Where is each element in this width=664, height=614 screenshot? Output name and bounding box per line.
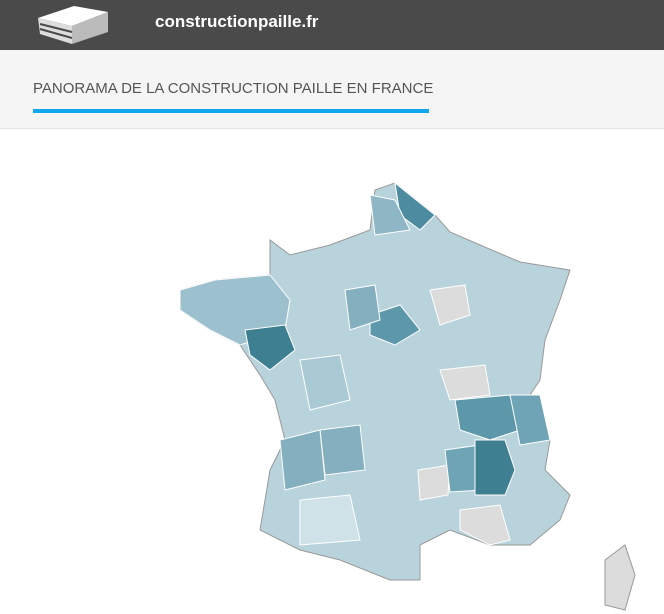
region	[417, 464, 451, 501]
region	[429, 284, 471, 326]
france	[179, 182, 571, 581]
region	[299, 354, 351, 411]
region	[509, 394, 551, 446]
region	[439, 364, 491, 401]
region	[319, 424, 366, 476]
region	[244, 324, 296, 371]
title-underline	[33, 109, 429, 113]
top-bar: constructionpaille.fr	[0, 0, 664, 50]
region	[369, 194, 411, 236]
site-name[interactable]: constructionpaille.fr	[155, 12, 319, 31]
region	[394, 181, 436, 231]
region	[474, 439, 516, 496]
region	[279, 429, 326, 491]
region	[459, 504, 511, 546]
logo[interactable]	[34, 4, 114, 48]
region	[299, 494, 361, 546]
region	[344, 284, 381, 331]
corsica	[604, 544, 636, 611]
panel-title: PANORAMA DE LA CONSTRUCTION PAILLE EN FR…	[33, 80, 434, 97]
panel-header: PANORAMA DE LA CONSTRUCTION PAILLE EN FR…	[0, 50, 664, 129]
map	[179, 181, 636, 611]
region	[369, 304, 421, 346]
region	[454, 394, 521, 441]
